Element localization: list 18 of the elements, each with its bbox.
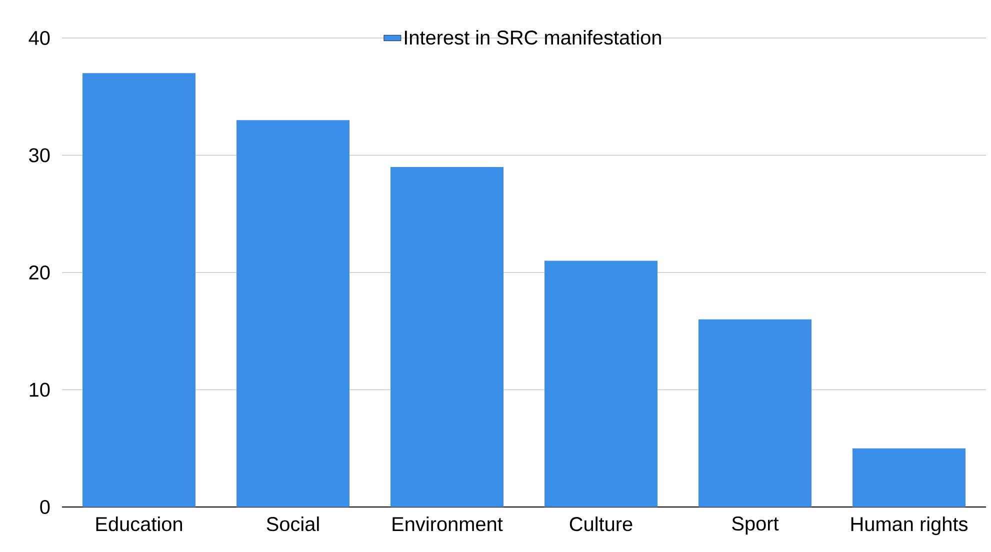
x-tick-label: Culture [570,516,632,532]
x-tick-label: Social [266,516,319,532]
y-tick-label: 0 [40,500,50,514]
y-tick-label: 20 [29,265,50,280]
y-tick-label: 30 [29,148,50,162]
legend-label: Interest in SRC manifestation [404,30,661,45]
bar [82,73,196,507]
bar [698,319,812,507]
x-tick-label: Human rights [851,516,968,536]
bar [236,120,350,507]
y-tick-label: 10 [30,382,50,397]
y-tick-label: 40 [28,30,50,46]
bar [390,166,504,507]
bar [544,260,658,507]
x-tick-label: Education [96,516,182,532]
x-tick-label: Sport [732,516,779,535]
x-tick-label: Environment [392,516,503,532]
bar [852,448,966,507]
